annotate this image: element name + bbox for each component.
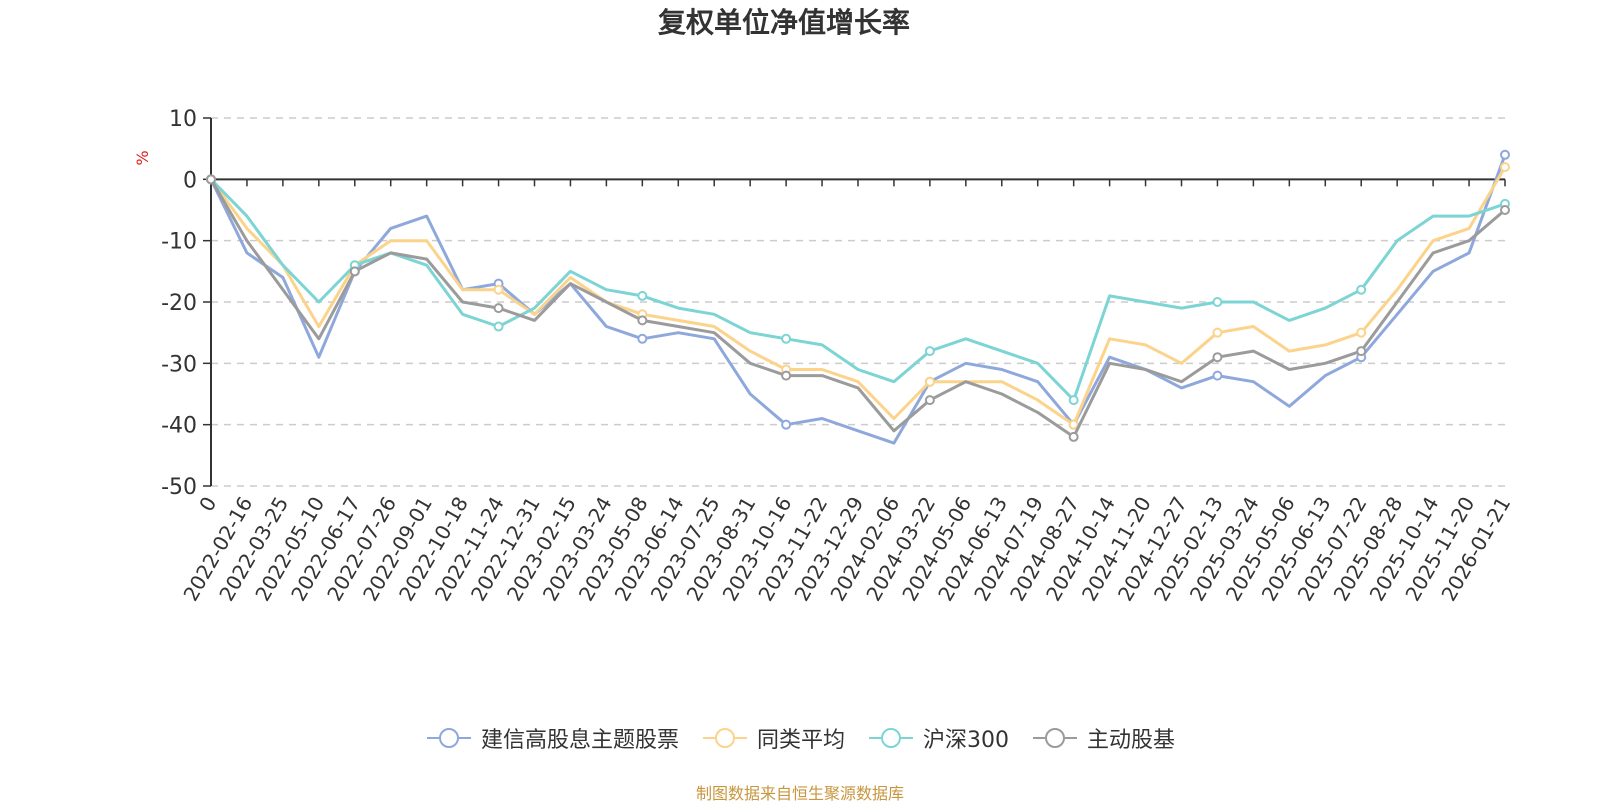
series-point-3 bbox=[206, 174, 216, 185]
series-point-0 bbox=[781, 419, 792, 430]
series-point-1 bbox=[493, 284, 504, 295]
series-point-2 bbox=[493, 321, 504, 332]
legend-marker-icon bbox=[1033, 728, 1077, 748]
series-point-2 bbox=[1356, 284, 1367, 295]
legend-label: 同类平均 bbox=[756, 728, 845, 753]
legend-marker-icon bbox=[702, 728, 747, 748]
legend-marker-icon bbox=[426, 728, 471, 748]
series-point-1 bbox=[1500, 162, 1510, 173]
legend-item-0[interactable]: 建信高股息主题股票 bbox=[425, 722, 679, 754]
y-tick-label: -30 bbox=[161, 352, 197, 377]
legend-item-2[interactable]: 沪深300 bbox=[867, 722, 1009, 754]
series-point-3 bbox=[924, 395, 935, 406]
legend-marker-icon bbox=[869, 728, 913, 748]
series-point-3 bbox=[1356, 346, 1367, 357]
legend-item-3[interactable]: 主动股基 bbox=[1031, 722, 1175, 754]
legend: 建信高股息主题股票 同类平均 沪深300 主动股基 bbox=[0, 722, 1600, 754]
legend-label: 主动股基 bbox=[1087, 728, 1176, 753]
y-tick-label: -50 bbox=[161, 475, 197, 500]
series-point-2 bbox=[781, 333, 792, 344]
series-line-2 bbox=[209, 178, 1506, 402]
series-line-0 bbox=[209, 154, 1507, 445]
series-point-0 bbox=[637, 333, 648, 344]
series-point-3 bbox=[1212, 352, 1223, 363]
x-tick-label: 0 bbox=[194, 493, 221, 516]
series-point-3 bbox=[349, 266, 360, 277]
series-point-2 bbox=[637, 290, 648, 301]
series-line-1 bbox=[209, 166, 1507, 427]
y-tick-label: 10 bbox=[169, 107, 197, 132]
series-point-3 bbox=[493, 303, 504, 314]
y-tick-label: -10 bbox=[161, 230, 197, 255]
legend-label: 沪深300 bbox=[923, 728, 1009, 753]
series-point-2 bbox=[1212, 297, 1223, 307]
y-tick-label: -40 bbox=[161, 414, 197, 439]
series-line-3 bbox=[209, 178, 1506, 439]
series-point-3 bbox=[781, 370, 792, 381]
series-point-0 bbox=[1500, 149, 1510, 160]
series-point-0 bbox=[1212, 370, 1223, 381]
series-point-3 bbox=[637, 315, 648, 326]
chart-title: 复权单位净值增长率 bbox=[658, 6, 910, 39]
y-tick-label: -20 bbox=[161, 291, 197, 316]
series-point-3 bbox=[1068, 431, 1079, 442]
series-point-1 bbox=[1212, 327, 1223, 338]
series-point-3 bbox=[1500, 205, 1510, 215]
series-point-2 bbox=[924, 346, 935, 357]
legend-label: 建信高股息主题股票 bbox=[480, 728, 679, 753]
series-point-1 bbox=[924, 376, 935, 387]
y-tick-label: 0 bbox=[183, 168, 197, 193]
series-point-1 bbox=[1356, 327, 1367, 338]
legend-item-1[interactable]: 同类平均 bbox=[701, 722, 845, 754]
series-point-1 bbox=[1068, 419, 1079, 430]
source-note: 制图数据来自恒生聚源数据库 bbox=[695, 784, 904, 803]
y-axis-label: % bbox=[133, 150, 152, 165]
series-point-2 bbox=[1068, 395, 1079, 406]
